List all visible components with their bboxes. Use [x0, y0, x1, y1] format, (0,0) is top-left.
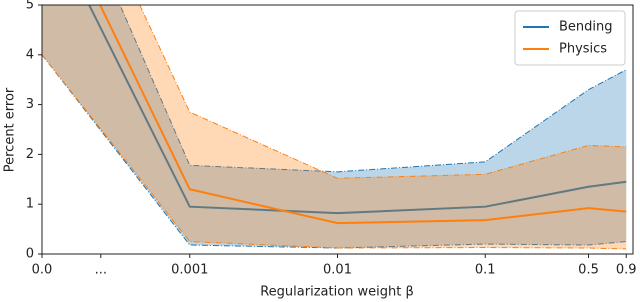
- legend-label: Bending: [559, 20, 613, 35]
- plot-area: [42, 5, 627, 250]
- y-tick-label: 4: [26, 47, 34, 62]
- y-tick-label: 3: [26, 97, 34, 112]
- legend-box: [514, 10, 626, 66]
- x-tick-label: ...: [95, 263, 107, 278]
- line: [88, 5, 627, 215]
- x-axis-label: Regularization weight β: [260, 285, 414, 300]
- y-tick-label: 2: [26, 147, 34, 162]
- y-axis-label: Percent error: [3, 87, 18, 172]
- x-tick-label: 0.5: [578, 263, 599, 278]
- band-edge: [42, 54, 627, 250]
- x-tick-label: 0.1: [475, 263, 496, 278]
- x-tick-label: 0.001: [171, 263, 208, 278]
- band-edge: [42, 54, 627, 249]
- band-edge: [139, 5, 627, 179]
- x-tick-label: 0.9: [616, 263, 637, 278]
- x-tick-label: 0.0: [32, 263, 53, 278]
- y-tick-label: 5: [26, 0, 34, 13]
- y-tick-label: 0: [26, 247, 34, 262]
- legend-label: Physics: [559, 42, 607, 57]
- line: [99, 5, 627, 225]
- x-tick-label: 0.01: [323, 263, 352, 278]
- band-edge: [119, 5, 627, 173]
- y-tick-label: 1: [26, 197, 34, 212]
